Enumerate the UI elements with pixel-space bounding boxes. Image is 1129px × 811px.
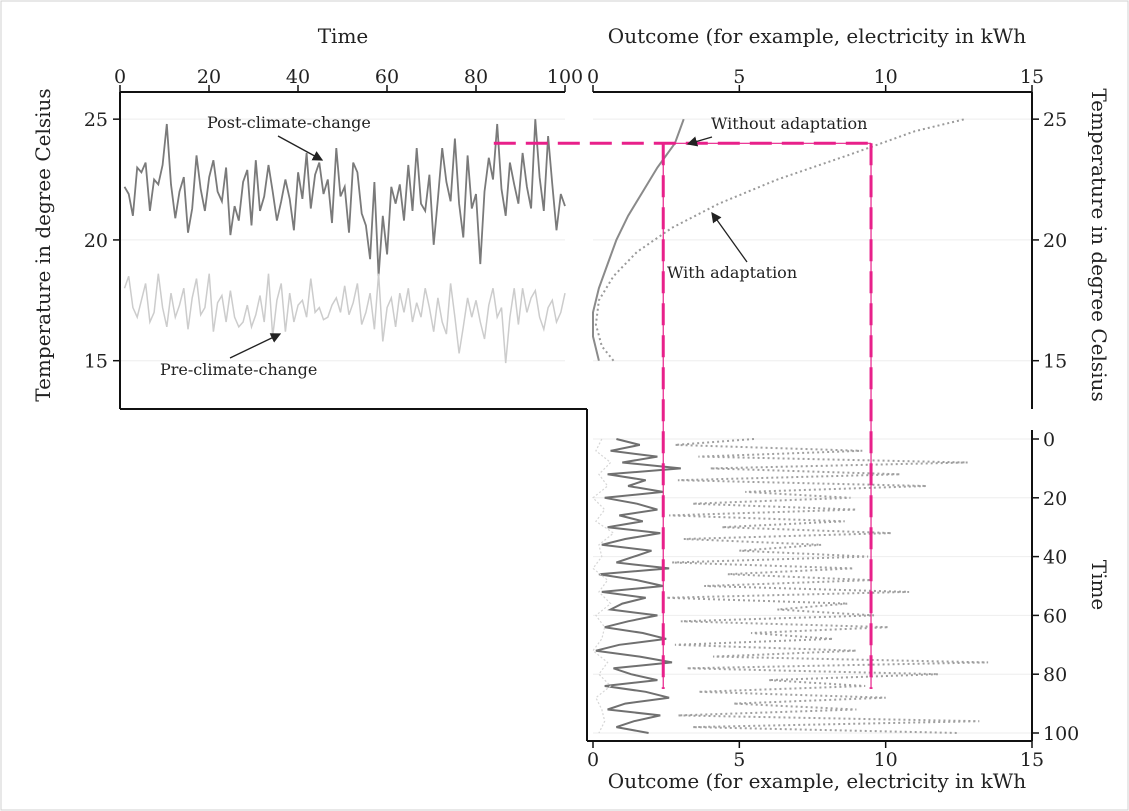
y-tick-label-time: 100: [1043, 723, 1079, 745]
post-climate-change-line: [123, 119, 566, 277]
y-axis-title-right: Temperature in degree Celsius: [1087, 88, 1111, 401]
tick-labels: 0 20 40 60 80 100 15 20 25 0 5 10 15 15 20 25 0 5 10 15 0 20 4…: [84, 66, 1079, 771]
y-tick-label-time: 20: [1043, 488, 1067, 510]
x-tick-label-top-right: 0: [587, 66, 599, 88]
y-tick-label-time: 60: [1043, 605, 1067, 627]
annotation-arrow-pre-climate: [229, 333, 282, 359]
x-tick-label-top-left: 60: [375, 66, 399, 88]
x-tick-label-bottom-right: 15: [1020, 749, 1044, 771]
x-tick-label-top-left: 100: [547, 66, 583, 88]
x-tick-label-top-left: 80: [464, 66, 488, 88]
x-tick-label-top-right: 10: [874, 66, 898, 88]
annotation-post-climate-change: Post-climate-change: [207, 113, 371, 132]
y-tick-label-left: 15: [84, 351, 108, 373]
annotation-arrow-post-climate: [277, 135, 324, 161]
x-axis-title-top-left: Time: [318, 24, 369, 48]
x-tick-label-bottom-right: 10: [874, 749, 898, 771]
x-tick-label-bottom-right: 0: [587, 749, 599, 771]
series-top-left: [123, 119, 566, 364]
annotation-pre-climate-change: Pre-climate-change: [160, 360, 317, 379]
y-axis-title-time: Time: [1087, 560, 1111, 611]
pre-climate-change-line: [123, 273, 566, 364]
annotation-without-adaptation: Without adaptation: [711, 114, 867, 133]
y-tick-label-left: 20: [84, 230, 108, 252]
guide-lines: [493, 141, 873, 689]
y-tick-label-right: 20: [1043, 230, 1067, 252]
pre-climate-outcome-line: [592, 438, 615, 734]
grid-top-right: [593, 118, 1032, 362]
y-tick-label-left: 25: [84, 109, 108, 131]
y-tick-label-time: 40: [1043, 547, 1067, 569]
y-tick-label-time: 0: [1043, 429, 1055, 451]
y-axis-title-left: Temperature in degree Celsius: [31, 88, 55, 401]
x-axis-title-bottom-right: Outcome (for example, electricity in kWh: [608, 769, 1026, 793]
with-adaptation-outcome-line: [666, 438, 989, 734]
y-tick-label-right: 25: [1043, 109, 1067, 131]
x-tick-label-top-right: 5: [733, 66, 745, 88]
x-tick-label-bottom-right: 5: [733, 749, 745, 771]
grid-bottom-right: [593, 438, 1032, 734]
grid-top-left: [120, 118, 565, 362]
axes: [113, 85, 1039, 748]
x-tick-label-top-left: 40: [286, 66, 310, 88]
y-tick-label-time: 80: [1043, 664, 1067, 686]
x-tick-label-top-right: 15: [1020, 66, 1044, 88]
annotation-arrow-with-adaptation: [711, 211, 748, 263]
annotation-with-adaptation: With adaptation: [667, 263, 797, 282]
x-axis-title-top-right: Outcome (for example, electricity in kWh: [608, 24, 1026, 48]
y-tick-label-right: 15: [1043, 351, 1067, 373]
annotation-arrow-without-adaptation: [686, 136, 713, 147]
x-tick-label-top-left: 0: [114, 66, 126, 88]
x-tick-label-top-left: 20: [197, 66, 221, 88]
